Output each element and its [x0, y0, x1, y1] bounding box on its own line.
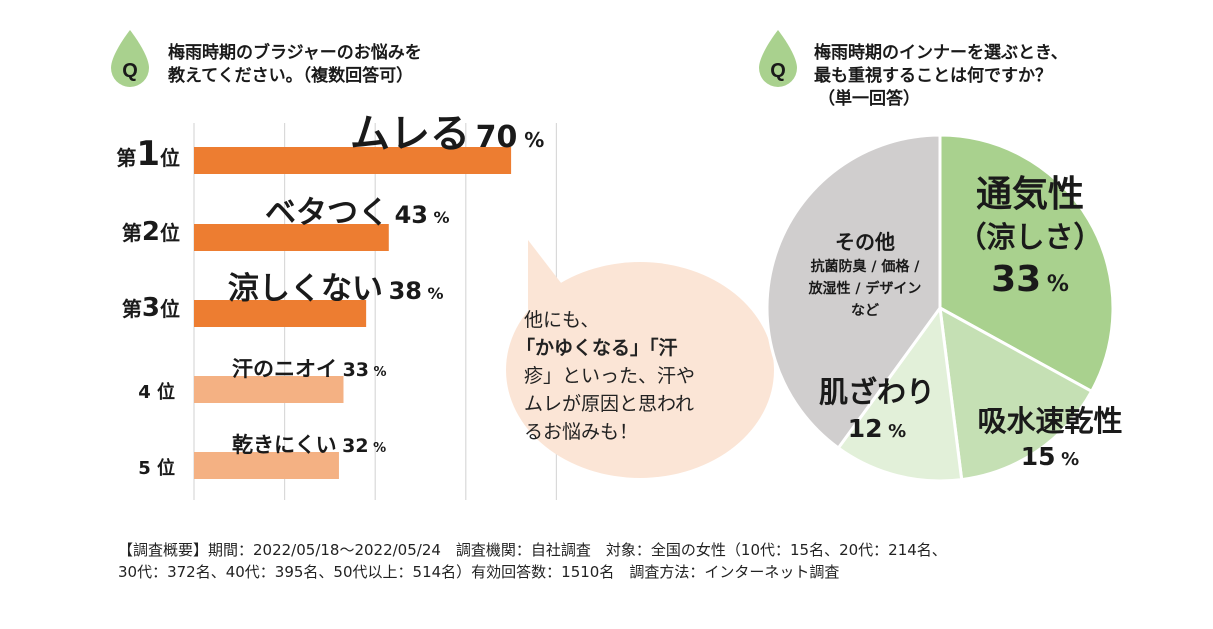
- footnote-line2: 30代：372名、40代：395名、50代以上：514名）有効回答数：1510名…: [118, 563, 840, 581]
- pie-label-quickdry: 吸水速乾性 15 %: [965, 402, 1135, 477]
- bubble-line4: ムレが原因と思われ: [524, 393, 695, 415]
- speech-bubble: [506, 240, 774, 478]
- pie-label-quickdry-value: 15: [1020, 442, 1056, 471]
- bar-5: [194, 452, 339, 479]
- question-icon-letter: Q: [770, 60, 786, 82]
- bar-label-2: ベタつく 43 %: [265, 187, 450, 232]
- rank-label: 5 位: [90, 454, 175, 480]
- bar-label-5: 乾きにくい 32 %: [232, 429, 386, 459]
- pie-label-breathability-value: 33: [991, 259, 1042, 300]
- survey-footnote: 【調査概要】期間：2022/05/18〜2022/05/24 調査機関：自社調査…: [118, 539, 1118, 583]
- question-icon: Q: [759, 30, 797, 87]
- rank-label: 第1位: [80, 134, 180, 174]
- right-question-text: 梅雨時期のインナーを選ぶとき、 最も重視することは何ですか？ （単一回答）: [814, 42, 1068, 111]
- pie-label-other-title: その他: [835, 230, 895, 254]
- question-icon: Q: [111, 30, 149, 87]
- pie-slice-3: [836, 304, 964, 483]
- pie-label-other-sub3: など: [851, 303, 879, 319]
- bar-value: 70: [475, 120, 518, 155]
- rank-suffix: 位: [160, 145, 180, 170]
- pie-label-breathability: 通気性 （涼しさ） 33 %: [955, 172, 1105, 310]
- rank-suffix: 位: [160, 220, 180, 245]
- bar-category-text: 乾きにくい: [232, 433, 337, 457]
- rank-label: 第2位: [80, 217, 180, 247]
- rank-prefix: 第: [116, 145, 137, 170]
- left-question-line2: 教えてください。（複数回答可）: [168, 66, 414, 86]
- pie-slice-1: [938, 133, 1115, 394]
- bubble-line2: 「かゆくなる」「汗: [516, 337, 678, 359]
- rank-prefix: 第: [121, 296, 142, 321]
- footnote-line1: 【調査概要】期間：2022/05/18〜2022/05/24 調査機関：自社調査…: [118, 541, 947, 559]
- pie-label-breathability-sub: （涼しさ）: [957, 220, 1103, 254]
- pie-label-other-sub1: 抗菌防臭 / 価格 /: [810, 259, 920, 275]
- pie-label-other-sub2: 放湿性 / デザイン: [808, 281, 922, 297]
- bubble-line5: るお悩みも！: [524, 421, 639, 443]
- bar-value: 32: [342, 435, 369, 457]
- rank-suffix: 位: [157, 381, 175, 403]
- pie-label-quickdry-title: 吸水速乾性: [977, 404, 1123, 438]
- pie-chart: [765, 133, 1115, 483]
- right-question-line1: 梅雨時期のインナーを選ぶとき、: [814, 43, 1068, 63]
- bar-category-text: ベタつく: [265, 195, 389, 231]
- bar-4: [194, 376, 344, 403]
- bar-2: [194, 224, 389, 251]
- bar-value: 38: [388, 277, 422, 305]
- pie-label-texture-unit: %: [888, 421, 907, 442]
- rank-suffix: 位: [160, 296, 180, 321]
- bar-value: 43: [394, 201, 428, 229]
- rank-number: 1: [136, 133, 160, 174]
- pie-label-breathability-unit: %: [1046, 272, 1069, 297]
- bar-unit: %: [369, 365, 387, 380]
- bar-category-text: ムレる: [350, 111, 470, 157]
- rank-label: 4 位: [90, 378, 175, 404]
- bar-unit: %: [421, 284, 444, 303]
- rank-number: 3: [141, 292, 160, 323]
- bubble-text: 他にも、 「かゆくなる」「汗 疹」といった、汗や ムレが原因と思われ るお悩みも…: [516, 306, 764, 446]
- rank-prefix: 第: [121, 220, 142, 245]
- pie-label-texture-title: 肌ざわり: [818, 375, 935, 409]
- pie-label-other: その他 抗菌防臭 / 価格 / 放湿性 / デザイン など: [785, 228, 945, 322]
- bar-value: 33: [342, 359, 370, 381]
- rank-number: 2: [141, 216, 160, 247]
- rank-label: 第3位: [80, 293, 180, 323]
- rank-number: 5: [138, 457, 157, 479]
- right-question-line2: 最も重視することは何ですか？: [814, 66, 1052, 86]
- pie-label-breathability-title: 通気性: [975, 174, 1084, 215]
- bar-unit: %: [427, 208, 450, 227]
- question-icon-letter: Q: [122, 60, 138, 82]
- bar-1: [194, 147, 512, 174]
- pie-label-quickdry-unit: %: [1061, 449, 1080, 470]
- rank-suffix: 位: [157, 457, 175, 479]
- bar-category-text: 汗のニオイ: [232, 357, 337, 381]
- left-question-text: 梅雨時期のブラジャーのお悩みを 教えてください。（複数回答可）: [168, 42, 422, 88]
- bar-label-3: 涼しくない 38 %: [228, 263, 444, 308]
- bubble-line1: 他にも、: [524, 309, 600, 331]
- bar-unit: %: [368, 441, 387, 456]
- bar-label-4: 汗のニオイ 33 %: [232, 353, 387, 383]
- right-question-line3: （単一回答）: [818, 89, 920, 109]
- bar-label-1: ムレる 70 %: [350, 101, 544, 159]
- pie-label-texture-value: 12: [847, 414, 883, 443]
- rank-number: 4: [138, 381, 157, 403]
- pie-slice-4: [765, 133, 942, 451]
- bar-unit: %: [517, 128, 545, 152]
- pie-label-texture: 肌ざわり 12 %: [812, 373, 942, 450]
- left-question-line1: 梅雨時期のブラジャーのお悩みを: [168, 43, 422, 63]
- pie-slice-2: [938, 305, 1094, 482]
- bar-3: [194, 300, 367, 327]
- bubble-line3: 疹」といった、汗や: [524, 365, 696, 387]
- bar-category-text: 涼しくない: [228, 271, 383, 307]
